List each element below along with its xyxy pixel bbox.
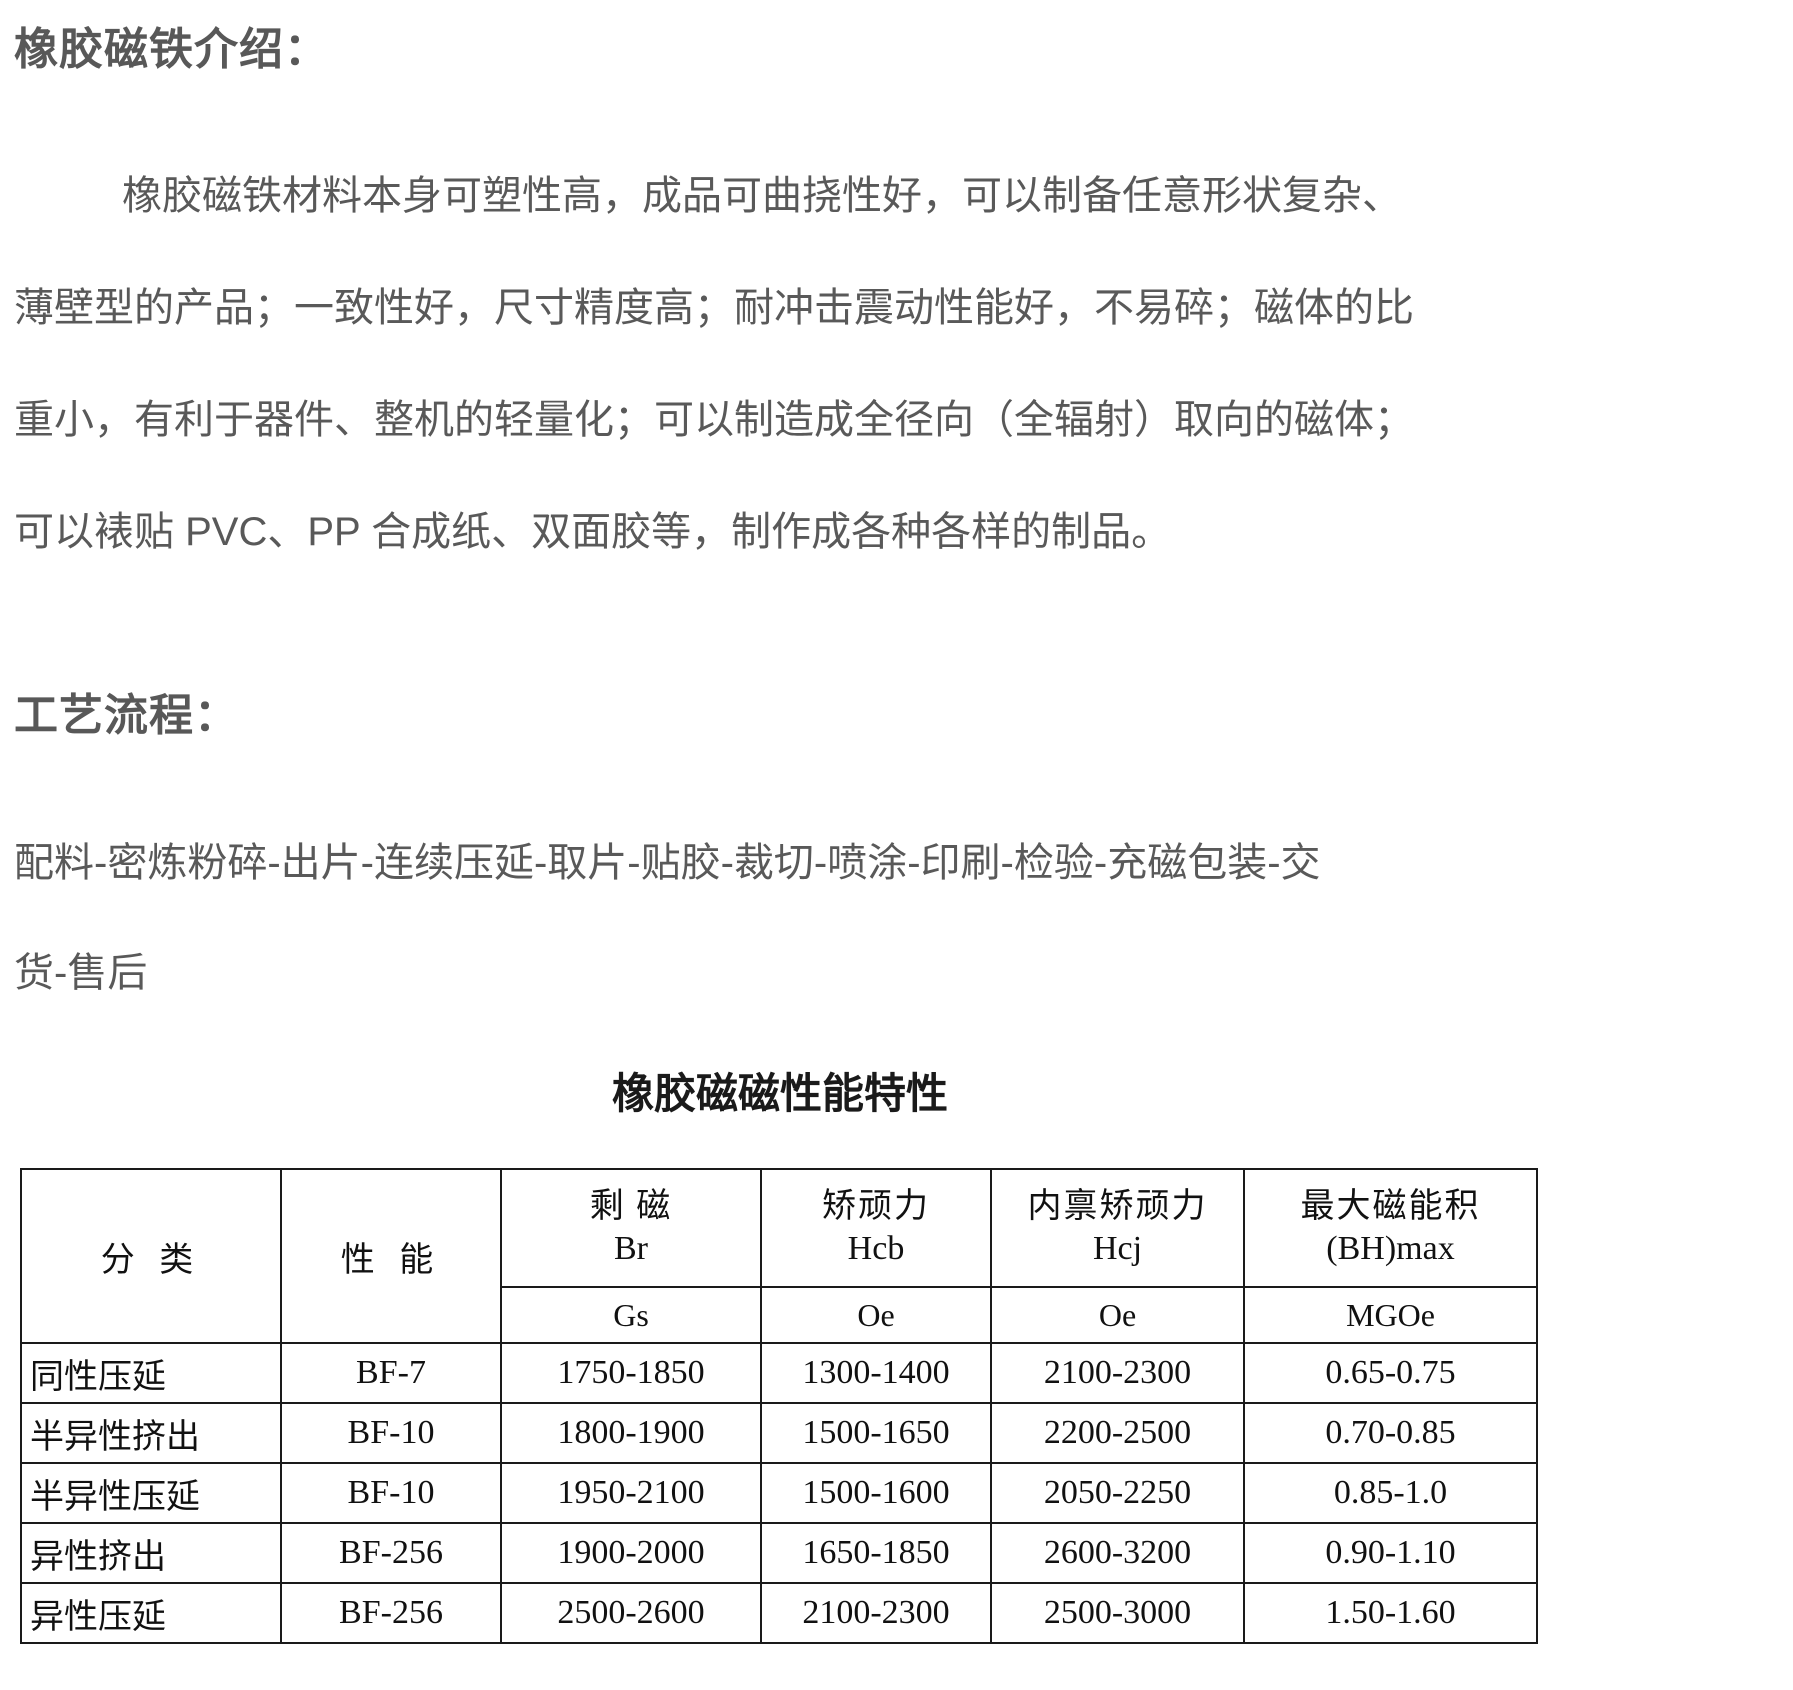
cell-hcj: 2200-2500	[990, 1402, 1245, 1464]
header-grade: 性 能	[280, 1168, 502, 1344]
cell-classification: 同性压延	[20, 1342, 282, 1404]
cell-bhmax: 1.50-1.60	[1243, 1582, 1538, 1644]
table-row: 半异性挤出 BF-10 1800-1900 1500-1650 2200-250…	[20, 1402, 1538, 1464]
cell-hcb: 2100-2300	[760, 1582, 992, 1644]
header-br-unit: Gs	[500, 1286, 762, 1344]
header-hcj: 内禀矫顽力 Hcj	[990, 1168, 1245, 1288]
table-row: 异性压延 BF-256 2500-2600 2100-2300 2500-300…	[20, 1582, 1538, 1644]
cell-br: 1750-1850	[500, 1342, 762, 1404]
cell-bhmax: 0.85-1.0	[1243, 1462, 1538, 1524]
cell-hcb: 1650-1850	[760, 1522, 992, 1584]
header-bhmax: 最大磁能积 (BH)max	[1243, 1168, 1538, 1288]
table-body: 同性压延 BF-7 1750-1850 1300-1400 2100-2300 …	[20, 1342, 1538, 1644]
intro-paragraph-line-4: 可以裱贴 PVC、PP 合成纸、双面胶等，制作成各种各样的制品。	[14, 510, 1172, 554]
cell-br: 2500-2600	[500, 1582, 762, 1644]
header-br: 剩 磁 Br	[500, 1168, 762, 1288]
cell-hcb: 1300-1400	[760, 1342, 992, 1404]
cell-bhmax: 0.65-0.75	[1243, 1342, 1538, 1404]
table-header: 分 类 性 能 剩 磁 Br 矫顽力 Hcb 内禀矫顽力 Hcj	[20, 1168, 1538, 1344]
intro-paragraph-line-1: 橡胶磁铁材料本身可塑性高，成品可曲挠性好，可以制备任意形状复杂、	[122, 174, 1402, 218]
process-heading: 工艺流程：	[14, 691, 239, 740]
header-hcj-label: 内禀矫顽力	[1027, 1187, 1208, 1225]
header-br-symbol: Br	[614, 1230, 648, 1267]
cell-bhmax: 0.90-1.10	[1243, 1522, 1538, 1584]
header-bhmax-symbol: (BH)max	[1326, 1230, 1455, 1267]
table-header-row-main: 分 类 性 能 剩 磁 Br 矫顽力 Hcb 内禀矫顽力 Hcj	[20, 1168, 1538, 1344]
magnetic-properties-table: 分 类 性 能 剩 磁 Br 矫顽力 Hcb 内禀矫顽力 Hcj	[20, 1168, 1538, 1644]
header-hcb-unit: Oe	[760, 1286, 992, 1344]
cell-hcj: 2500-3000	[990, 1582, 1245, 1644]
cell-classification: 半异性压延	[20, 1462, 282, 1524]
cell-grade: BF-10	[280, 1402, 502, 1464]
cell-grade: BF-256	[280, 1582, 502, 1644]
spec-table-title: 橡胶磁磁性能特性	[611, 1070, 948, 1117]
cell-classification: 半异性挤出	[20, 1402, 282, 1464]
process-flow-line-1: 配料-密炼粉碎-出片-连续压延-取片-贴胶-裁切-喷涂-印刷-检验-充磁包装-交	[14, 841, 1321, 885]
intro-paragraph: 橡胶磁铁材料本身可塑性高，成品可曲挠性好，可以制备任意形状复杂、 薄壁型的产品；…	[14, 140, 1793, 588]
cell-grade: BF-256	[280, 1522, 502, 1584]
cell-grade: BF-7	[280, 1342, 502, 1404]
header-br-label: 剩 磁	[589, 1187, 673, 1225]
cell-br: 1800-1900	[500, 1402, 762, 1464]
cell-bhmax: 0.70-0.85	[1243, 1402, 1538, 1464]
header-hcb: 矫顽力 Hcb	[760, 1168, 992, 1288]
intro-paragraph-line-3: 重小，有利于器件、整机的轻量化；可以制造成全径向（全辐射）取向的磁体；	[14, 398, 1414, 442]
header-hcb-label: 矫顽力	[822, 1187, 930, 1225]
header-bhmax-label: 最大磁能积	[1300, 1187, 1481, 1225]
spec-table-container: 分 类 性 能 剩 磁 Br 矫顽力 Hcb 内禀矫顽力 Hcj	[20, 1168, 1538, 1644]
cell-br: 1950-2100	[500, 1462, 762, 1524]
table-row: 异性挤出 BF-256 1900-2000 1650-1850 2600-320…	[20, 1522, 1538, 1584]
header-hcj-symbol: Hcj	[1092, 1230, 1143, 1267]
intro-heading: 橡胶磁铁介绍：	[14, 25, 329, 74]
process-flow-line-2: 货-售后	[14, 951, 148, 995]
cell-classification: 异性挤出	[20, 1522, 282, 1584]
process-flow-text: 配料-密炼粉碎-出片-连续压延-取片-贴胶-裁切-喷涂-印刷-检验-充磁包装-交…	[14, 808, 1793, 1028]
cell-hcb: 1500-1650	[760, 1402, 992, 1464]
header-bhmax-unit: MGOe	[1243, 1286, 1538, 1344]
cell-hcj: 2600-3200	[990, 1522, 1245, 1584]
cell-hcb: 1500-1600	[760, 1462, 992, 1524]
cell-hcj: 2100-2300	[990, 1342, 1245, 1404]
table-header-row-units: Gs Oe Oe MGOe	[21, 1286, 1538, 1344]
cell-hcj: 2050-2250	[990, 1462, 1245, 1524]
header-hcj-unit: Oe	[990, 1286, 1245, 1344]
table-row: 半异性压延 BF-10 1950-2100 1500-1600 2050-225…	[20, 1462, 1538, 1524]
intro-paragraph-line-2: 薄壁型的产品；一致性好，尺寸精度高；耐冲击震动性能好，不易碎；磁体的比	[14, 286, 1414, 330]
cell-br: 1900-2000	[500, 1522, 762, 1584]
cell-classification: 异性压延	[20, 1582, 282, 1644]
header-hcb-symbol: Hcb	[847, 1230, 905, 1267]
cell-grade: BF-10	[280, 1462, 502, 1524]
header-classification: 分 类	[20, 1168, 282, 1344]
table-row: 同性压延 BF-7 1750-1850 1300-1400 2100-2300 …	[20, 1342, 1538, 1404]
